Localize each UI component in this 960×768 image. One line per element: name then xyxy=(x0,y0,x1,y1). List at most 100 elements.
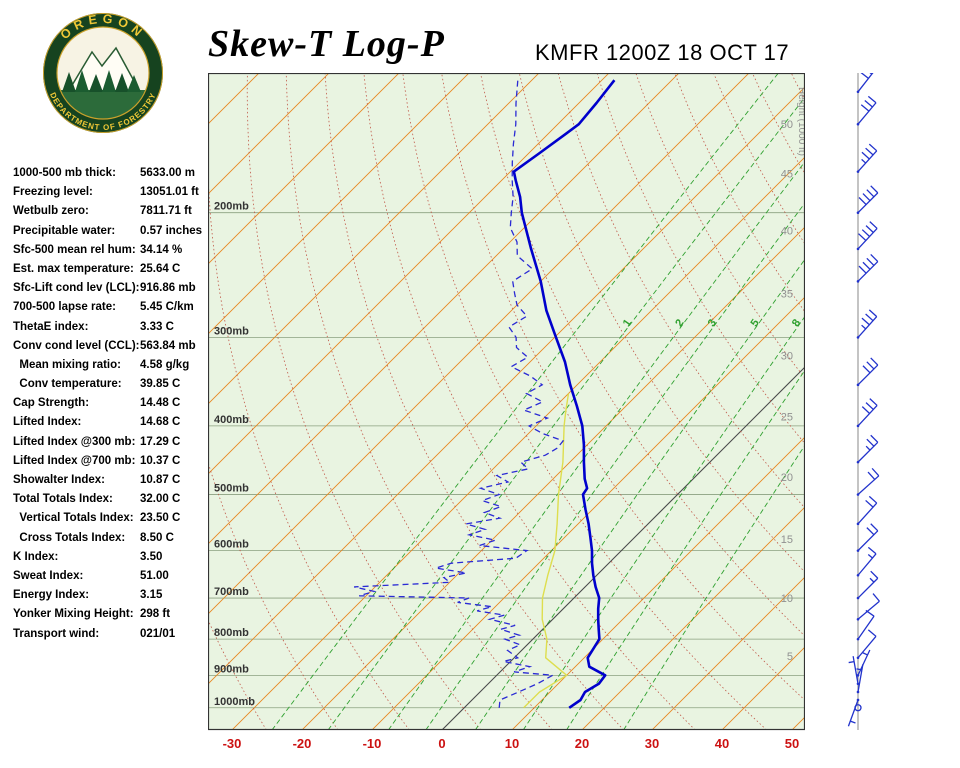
stat-row: Showalter Index: 10.87 C xyxy=(13,471,213,490)
chart-background xyxy=(208,73,805,730)
stat-value: 5.45 C/km xyxy=(140,301,194,314)
chart-border xyxy=(208,73,805,731)
stat-row: Cap Strength: 14.48 C xyxy=(13,394,213,413)
page-title: Skew-T Log-P xyxy=(208,23,445,65)
svg-text:15: 15 xyxy=(781,534,793,546)
svg-text:1: 1 xyxy=(621,317,634,329)
temperature-profile xyxy=(512,79,616,709)
stat-value: 3.15 xyxy=(140,589,163,602)
svg-text:5: 5 xyxy=(787,651,793,663)
stat-value: 23.50 C xyxy=(140,512,181,525)
stat-value: 8.50 C xyxy=(140,531,174,544)
stat-value: 25.64 C xyxy=(140,262,181,275)
wind-barb xyxy=(856,185,879,214)
wind-barb xyxy=(848,656,860,686)
svg-text:Height (1000 ft): Height (1000 ft) xyxy=(796,87,805,156)
stat-label: 1000-500 mb thick: xyxy=(13,167,116,179)
stat-value: 14.68 C xyxy=(140,416,181,429)
stat-value: 13051.01 ft xyxy=(140,186,199,199)
wind-barb xyxy=(856,434,879,464)
svg-text:30: 30 xyxy=(645,736,659,751)
svg-text:10: 10 xyxy=(505,736,519,751)
wind-barb xyxy=(856,95,877,126)
stat-row: Energy Index: 3.15 xyxy=(13,586,213,605)
svg-text:300mb: 300mb xyxy=(214,325,249,337)
stat-label: Energy Index: xyxy=(13,589,90,602)
stat-value: 10.37 C xyxy=(140,454,181,467)
stat-row: Vertical Totals Index: 23.50 C xyxy=(13,509,213,528)
stat-row: Yonker Mixing Height: 298 ft xyxy=(13,605,213,624)
stat-label: Sfc-Lift cond lev (LCL): xyxy=(13,282,140,295)
mixing-ratio-labels: 1 2 3 5 8 xyxy=(621,317,804,329)
stat-label: Mean mixing ratio: xyxy=(13,358,121,371)
svg-text:50: 50 xyxy=(781,119,793,131)
stat-label: Sweat Index: xyxy=(13,569,84,582)
station-id-line: KMFR 1200Z 18 OCT 17 xyxy=(535,40,790,65)
stat-label: Conv temperature: xyxy=(13,378,122,391)
wind-barb xyxy=(856,309,878,339)
stat-row: Est. max temperature: 25.64 C xyxy=(13,260,213,279)
stat-label: Lifted Index @300 mb: xyxy=(13,435,136,448)
wind-barb xyxy=(856,629,877,660)
stat-label: Vertical Totals Index: xyxy=(13,512,134,525)
stat-row: Sfc-Lift cond lev (LCL): 916.86 mb xyxy=(13,279,213,298)
svg-text:20: 20 xyxy=(575,736,589,751)
svg-text:600mb: 600mb xyxy=(214,539,249,551)
stat-label: Lifted Index: xyxy=(13,416,82,429)
stat-label: Sfc-500 mean rel hum: xyxy=(13,243,136,256)
stat-value: 34.14 % xyxy=(140,243,183,256)
stat-value: 51.00 xyxy=(140,569,169,582)
svg-text:5: 5 xyxy=(749,317,762,329)
stat-value: 39.85 C xyxy=(140,378,181,391)
stat-label: Precipitable water: xyxy=(13,224,116,237)
mixing-ratio-lines xyxy=(272,74,804,729)
svg-text:800mb: 800mb xyxy=(214,627,249,639)
svg-text:2: 2 xyxy=(673,317,686,329)
stat-label: Freezing level: xyxy=(13,186,93,199)
stat-row: Total Totals Index: 32.00 C xyxy=(13,490,213,509)
wind-barb xyxy=(856,398,878,428)
wind-barb xyxy=(856,495,878,526)
stat-row: Lifted Index: 14.68 C xyxy=(13,413,213,432)
pressure-labels: 200mb 300mb 400mb 500mb 600mb 700mb 800mb 900mb… xyxy=(214,201,255,708)
svg-text:50: 50 xyxy=(785,736,799,751)
wind-barb xyxy=(856,73,874,94)
stat-row: Freezing level: 13051.01 ft xyxy=(13,183,213,202)
stat-value: 021/01 xyxy=(140,627,176,640)
stat-label: Total Totals Index: xyxy=(13,493,113,506)
stat-row: 700-500 lapse rate: 5.45 C/km xyxy=(13,298,213,317)
svg-text:900mb: 900mb xyxy=(214,663,249,675)
stats-panel: 1000-500 mb thick: 5633.00 m Freezing leve… xyxy=(13,164,213,644)
svg-text:45: 45 xyxy=(781,168,793,180)
dewpoint-profile xyxy=(353,80,565,708)
wetbulb-profile xyxy=(523,393,570,709)
stat-row: Conv temperature: 39.85 C xyxy=(13,375,213,394)
svg-text:700mb: 700mb xyxy=(214,586,249,598)
wind-barb xyxy=(856,546,877,577)
svg-text:-20: -20 xyxy=(293,736,312,751)
wind-barb xyxy=(847,698,860,727)
stat-row: Lifted Index @700 mb: 10.37 C xyxy=(13,452,213,471)
stat-label: Est. max temperature: xyxy=(13,262,134,275)
stat-label: Lifted Index @700 mb: xyxy=(13,454,136,467)
svg-text:20: 20 xyxy=(781,472,793,484)
wind-barb xyxy=(856,593,880,621)
stat-label: ThetaE index: xyxy=(13,320,89,333)
stat-value: 3.50 xyxy=(140,550,163,563)
wind-barb xyxy=(856,467,880,496)
svg-text:40: 40 xyxy=(715,736,729,751)
stat-label: 700-500 lapse rate: xyxy=(13,301,116,314)
svg-text:30: 30 xyxy=(781,350,793,362)
svg-text:0: 0 xyxy=(438,736,445,751)
stat-row: Wetbulb zero: 7811.71 ft xyxy=(13,202,213,221)
sounding-profiles xyxy=(353,79,616,709)
svg-text:10: 10 xyxy=(781,593,793,605)
stat-value: 3.33 C xyxy=(140,320,174,333)
stat-row: 1000-500 mb thick: 5633.00 m xyxy=(13,164,213,183)
svg-text:-10: -10 xyxy=(363,736,382,751)
wind-barb-panel xyxy=(847,73,880,730)
stat-value: 916.86 mb xyxy=(140,282,196,295)
stat-row: ThetaE index: 3.33 C xyxy=(13,318,213,337)
